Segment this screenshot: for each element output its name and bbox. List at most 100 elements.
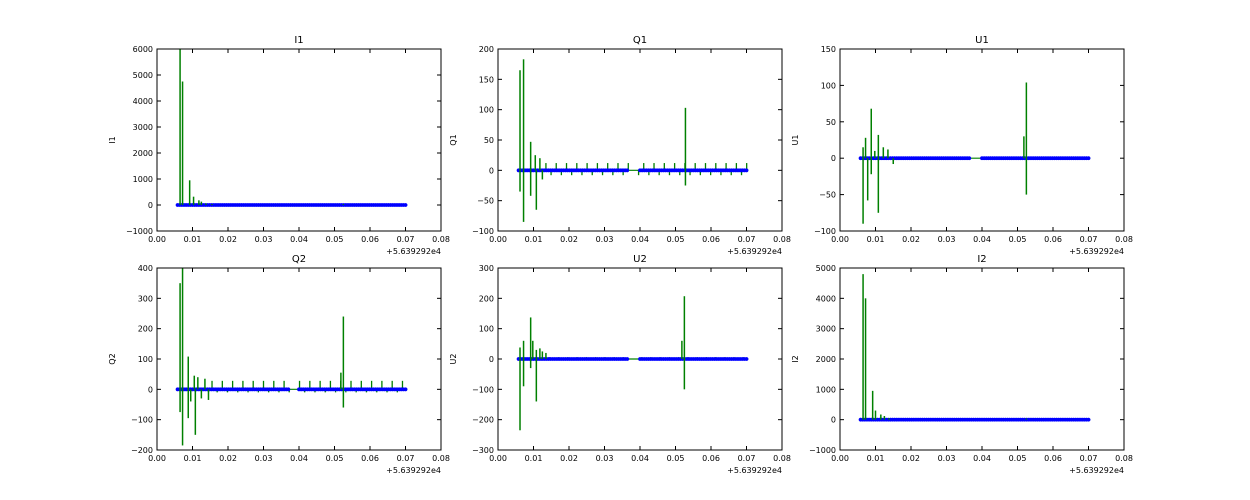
x-tick-label: 0.03 <box>255 235 273 244</box>
x-tick-label: 0.01 <box>184 454 202 463</box>
y-tick-label: 2000 <box>816 355 836 364</box>
x-tick-label: 0.08 <box>773 454 791 463</box>
axes-frame <box>497 48 783 232</box>
x-tick-label: 0.01 <box>867 235 885 244</box>
x-tick-label: 0.05 <box>1009 235 1027 244</box>
y-tick-label: −50 <box>477 197 494 206</box>
x-tick-label: 0.05 <box>1009 454 1027 463</box>
x-tick-label: 0.07 <box>738 235 756 244</box>
x-tick-label: 0.00 <box>489 454 507 463</box>
x-tick-label: 0.04 <box>631 454 649 463</box>
y-tick-label: 100 <box>138 355 153 364</box>
data-point <box>967 156 972 161</box>
x-tick-label: 0.04 <box>290 454 308 463</box>
y-tick-label: 200 <box>479 45 494 54</box>
y-tick-label: −200 <box>472 416 494 425</box>
x-tick-label: 0.08 <box>432 454 450 463</box>
plot-title: U2 <box>633 254 647 265</box>
y-tick-label: 4000 <box>133 97 153 106</box>
y-axis-label: I1 <box>108 136 117 143</box>
plot-title: U1 <box>975 35 989 46</box>
x-tick-label: 0.07 <box>738 454 756 463</box>
x-tick-label: 0.00 <box>489 235 507 244</box>
data-point <box>286 387 291 392</box>
y-tick-label: 0 <box>831 416 836 425</box>
y-tick-label: 300 <box>138 294 153 303</box>
x-tick-label: 0.00 <box>831 235 849 244</box>
data-point <box>625 168 630 173</box>
plot-area <box>175 49 408 207</box>
y-axis-label: U2 <box>449 354 458 365</box>
y-tick-label: 5000 <box>816 264 836 273</box>
subplot-q2: Q2 Q2 0.00 0.01 0.02 0.03 0.04 0.05 0.06 0.07 0.08… <box>108 254 450 475</box>
x-tick-label: 0.04 <box>631 235 649 244</box>
x-tick-label: 0.03 <box>596 454 614 463</box>
y-tick-label: 50 <box>826 118 836 127</box>
x-tick-label: 0.08 <box>1115 454 1133 463</box>
x-tick-label: 0.00 <box>148 454 166 463</box>
x-tick-label: 0.01 <box>867 454 885 463</box>
x-offset-label: +5.639292e4 <box>1069 466 1124 475</box>
plot-title: I1 <box>294 35 303 46</box>
plot-title: I2 <box>977 254 986 265</box>
axes-frame <box>156 267 442 451</box>
plot-area <box>516 296 749 431</box>
x-tick-label: 0.04 <box>973 235 991 244</box>
plot-area <box>175 268 408 446</box>
y-tick-label: 150 <box>479 75 494 84</box>
x-tick-label: 0.01 <box>525 235 543 244</box>
y-tick-label: −100 <box>814 227 836 236</box>
x-tick-label: 0.02 <box>902 235 920 244</box>
x-tick-label: 0.03 <box>938 454 956 463</box>
y-tick-label: −1000 <box>126 227 153 236</box>
y-tick-label: −100 <box>472 385 494 394</box>
x-offset-label: +5.639292e4 <box>1069 247 1124 256</box>
x-tick-label: 0.01 <box>525 454 543 463</box>
x-tick-label: 0.02 <box>219 235 237 244</box>
y-tick-label: 0 <box>831 154 836 163</box>
x-tick-label: 0.06 <box>1044 235 1062 244</box>
x-tick-label: 0.06 <box>702 454 720 463</box>
y-tick-label: −200 <box>131 446 153 455</box>
x-tick-label: 0.08 <box>1115 235 1133 244</box>
x-tick-label: 0.05 <box>667 454 685 463</box>
subplot-q1: Q1 Q1 0.00 0.01 0.02 0.03 0.04 0.05 0.06 0.07 0.08… <box>449 35 791 256</box>
y-tick-label: 200 <box>479 294 494 303</box>
y-tick-label: 150 <box>821 45 836 54</box>
y-tick-label: 1000 <box>133 175 153 184</box>
x-tick-label: 0.02 <box>560 235 578 244</box>
x-tick-label: 0.02 <box>219 454 237 463</box>
subplot-i2: I2 I2 0.00 0.01 0.02 0.03 0.04 0.05 0.06 0.07 0.08… <box>791 254 1133 475</box>
y-tick-label: 100 <box>821 81 836 90</box>
y-tick-label: 300 <box>479 264 494 273</box>
x-tick-label: 0.05 <box>667 235 685 244</box>
y-tick-label: −100 <box>472 227 494 236</box>
y-tick-label: 1000 <box>816 385 836 394</box>
x-offset-label: +5.639292e4 <box>727 466 782 475</box>
x-tick-label: 0.02 <box>902 454 920 463</box>
x-tick-label: 0.06 <box>1044 454 1062 463</box>
data-point <box>1086 417 1091 422</box>
x-tick-label: 0.05 <box>326 235 344 244</box>
y-tick-label: 3000 <box>816 325 836 334</box>
subplot-i1: I1 I1 0.00 0.01 0.02 0.03 0.04 0.05 0.06 0.07 0.08… <box>108 35 450 256</box>
x-tick-label: 0.03 <box>596 235 614 244</box>
x-tick-label: 0.06 <box>361 454 379 463</box>
x-tick-label: 0.00 <box>831 454 849 463</box>
y-tick-label: 6000 <box>133 45 153 54</box>
data-point <box>403 203 408 207</box>
y-tick-label: 100 <box>479 106 494 115</box>
data-point <box>625 357 630 361</box>
y-axis-label: Q1 <box>449 134 458 145</box>
x-tick-label: 0.06 <box>702 235 720 244</box>
data-point <box>403 387 408 392</box>
x-tick-label: 0.04 <box>973 454 991 463</box>
y-tick-label: 50 <box>484 136 494 145</box>
plot-title: Q2 <box>292 254 306 265</box>
subplot-u2: U2 U2 0.00 0.01 0.02 0.03 0.04 0.05 0.06 0.07 0.08… <box>449 254 791 475</box>
y-tick-label: 4000 <box>816 294 836 303</box>
data-point <box>744 168 749 173</box>
x-tick-label: 0.07 <box>397 235 415 244</box>
plot-area <box>858 274 1091 422</box>
y-tick-label: 0 <box>148 201 153 210</box>
